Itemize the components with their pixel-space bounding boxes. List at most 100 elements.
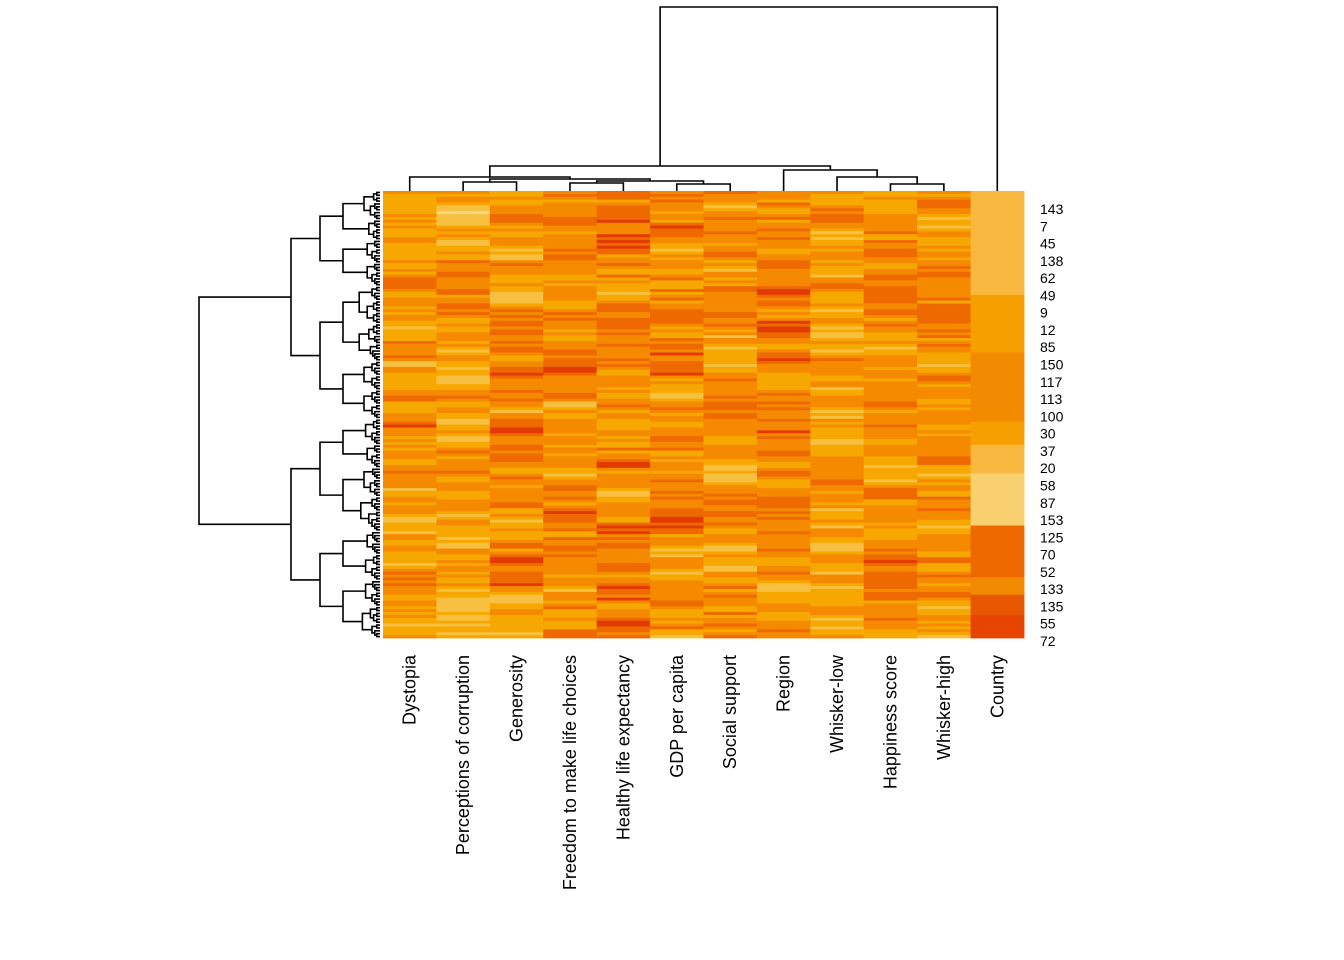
heatmap-cell xyxy=(489,551,544,555)
heatmap-cell xyxy=(863,407,918,411)
heatmap-cell xyxy=(489,508,544,512)
heatmap-cell xyxy=(436,459,491,463)
heatmap-cell xyxy=(436,358,491,362)
heatmap-cell xyxy=(383,513,437,518)
heatmap-cell xyxy=(543,277,598,281)
heatmap-cell xyxy=(650,493,704,498)
heatmap-cell xyxy=(489,323,544,327)
heatmap-cell xyxy=(543,211,598,215)
heatmap-cell xyxy=(756,424,811,428)
heatmap-cell xyxy=(810,389,865,394)
heatmap-cell xyxy=(489,525,544,529)
dendrogram-branch xyxy=(889,183,945,191)
heatmap-cell xyxy=(917,453,971,457)
heatmap-cell xyxy=(810,234,865,238)
heatmap-cell xyxy=(543,329,598,333)
heatmap-cell xyxy=(489,614,544,619)
heatmap-cell xyxy=(756,392,811,397)
heatmap-cell xyxy=(970,502,1025,506)
heatmap-cell xyxy=(543,557,598,561)
heatmap-cell xyxy=(810,289,865,293)
heatmap-cell xyxy=(489,410,544,414)
heatmap-cell xyxy=(756,340,811,345)
row-label: 20 xyxy=(1040,460,1056,476)
heatmap-cell xyxy=(970,268,1025,273)
heatmap-cell xyxy=(863,326,918,330)
heatmap-cell xyxy=(863,548,918,552)
heatmap-cell xyxy=(756,268,811,273)
heatmap-cell xyxy=(436,286,491,290)
heatmap-cell xyxy=(650,369,704,374)
heatmap-cell xyxy=(917,606,971,610)
heatmap-cell xyxy=(650,274,704,278)
heatmap-cell xyxy=(917,534,971,538)
heatmap-cell xyxy=(970,289,1025,293)
heatmap-cell xyxy=(383,315,437,319)
heatmap-cell xyxy=(383,502,437,506)
heatmap-cell xyxy=(596,231,651,235)
heatmap-cell xyxy=(596,407,651,411)
heatmap-cell xyxy=(863,283,918,287)
heatmap-cell xyxy=(863,361,918,365)
heatmap-cell xyxy=(436,277,491,281)
heatmap-cell xyxy=(436,551,491,555)
heatmap-cell xyxy=(970,202,1025,206)
heatmap-cell xyxy=(543,384,598,388)
heatmap-cell xyxy=(810,583,865,587)
heatmap-cell xyxy=(970,248,1025,252)
heatmap-cell xyxy=(650,248,704,252)
heatmap-cell xyxy=(863,415,918,420)
heatmap-cell xyxy=(543,205,598,209)
dendrogram-branch xyxy=(366,447,375,461)
heatmap-cell xyxy=(703,580,758,584)
heatmap-cell xyxy=(917,565,971,570)
heatmap-cell xyxy=(489,603,544,607)
heatmap-cell xyxy=(650,568,704,573)
heatmap-cell xyxy=(436,291,491,296)
heatmap-cell xyxy=(703,297,758,301)
heatmap-cell xyxy=(756,522,811,526)
heatmap-cell xyxy=(489,502,544,506)
heatmap-cell xyxy=(917,617,971,622)
heatmap-cell xyxy=(489,211,544,215)
heatmap-cell xyxy=(756,534,811,538)
heatmap-cell xyxy=(810,557,865,561)
heatmap-cell xyxy=(863,289,918,293)
heatmap-cell xyxy=(596,505,651,509)
heatmap-cell xyxy=(383,490,437,495)
heatmap-cell xyxy=(917,568,971,573)
heatmap-cell xyxy=(863,488,918,492)
heatmap-cell xyxy=(650,364,704,368)
heatmap-cell xyxy=(756,315,811,319)
heatmap-cell xyxy=(596,216,651,221)
heatmap-cell xyxy=(596,312,651,316)
heatmap-cell xyxy=(810,421,865,425)
heatmap-cell xyxy=(703,384,758,388)
heatmap-cell xyxy=(489,453,544,457)
heatmap-cell xyxy=(543,482,598,486)
heatmap-cell xyxy=(756,462,811,466)
heatmap-cell xyxy=(650,340,704,345)
heatmap-cell xyxy=(436,516,491,521)
heatmap-cell xyxy=(489,421,544,425)
heatmap-cell xyxy=(863,291,918,296)
heatmap-cell xyxy=(703,476,758,480)
heatmap-cell xyxy=(703,467,758,472)
heatmap-cell xyxy=(543,294,598,299)
heatmap-cell xyxy=(970,609,1025,613)
heatmap-cell xyxy=(917,303,971,307)
heatmap-cell xyxy=(489,366,544,371)
heatmap-cell xyxy=(810,464,865,469)
heatmap-cell xyxy=(756,216,811,221)
heatmap-cell xyxy=(650,404,704,408)
heatmap-cell xyxy=(917,525,971,529)
heatmap-cell xyxy=(383,404,437,408)
heatmap-cell xyxy=(863,234,918,238)
heatmap-cell xyxy=(970,594,1025,599)
heatmap-cell xyxy=(756,378,811,382)
heatmap-cell xyxy=(383,467,437,472)
heatmap-cell xyxy=(489,586,544,590)
heatmap-cell xyxy=(970,211,1025,215)
heatmap-cell xyxy=(970,421,1025,425)
heatmap-cell xyxy=(383,323,437,327)
